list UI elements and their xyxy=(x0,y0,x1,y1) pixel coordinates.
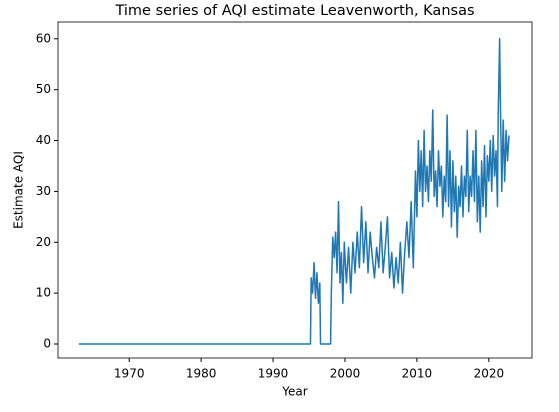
x-axis-label: Year xyxy=(281,385,307,399)
x-tick-label: 2000 xyxy=(330,367,361,381)
x-tick-label: 1980 xyxy=(186,367,217,381)
y-tick-label: 10 xyxy=(36,286,51,300)
x-tick-label: 1990 xyxy=(258,367,289,381)
y-axis-label: Estimate AQI xyxy=(12,151,26,229)
plot-frame xyxy=(57,21,533,359)
data-line xyxy=(78,38,510,345)
y-tick-label: 20 xyxy=(36,235,51,249)
y-tick-label: 30 xyxy=(36,184,51,198)
y-tick-label: 0 xyxy=(43,337,51,351)
y-tick-label: 60 xyxy=(36,31,51,45)
x-tick-label: 2010 xyxy=(402,367,433,381)
y-tick-label: 40 xyxy=(36,133,51,147)
y-tick-label: 50 xyxy=(36,82,51,96)
chart-title: Time series of AQI estimate Leavenworth,… xyxy=(114,3,474,19)
x-tick-label: 1970 xyxy=(114,367,145,381)
x-tick-label: 2020 xyxy=(474,367,505,381)
